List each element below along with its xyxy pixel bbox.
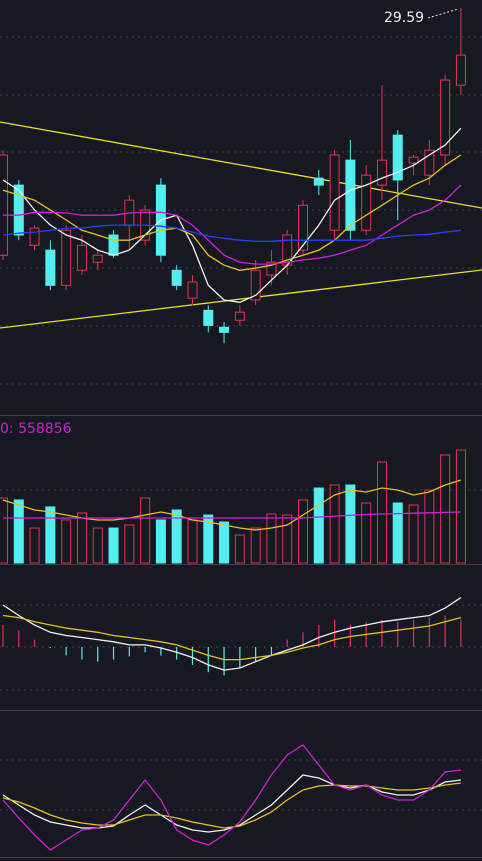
volume-bar: [298, 499, 309, 564]
candle-body: [298, 204, 309, 251]
volume-bar: [13, 499, 24, 564]
volume-bar: [219, 521, 230, 564]
indicator-line: [2, 744, 461, 851]
indicator-line: [2, 127, 462, 303]
indicator-line: [3, 184, 462, 265]
volume-bar: [29, 527, 40, 564]
volume-bar: [392, 502, 403, 564]
volume-bar: [313, 487, 324, 564]
volume-bar: [282, 514, 293, 564]
indicator-line: [3, 511, 461, 519]
volume-bar: [61, 519, 72, 564]
indicator-line: [2, 479, 462, 531]
candle-body: [313, 177, 324, 186]
volume-bar: [440, 454, 451, 564]
volume-label: 0: 558856: [0, 421, 72, 437]
volume-bar: [424, 489, 435, 564]
volume-bar: [171, 509, 182, 564]
indicator-line: [2, 224, 461, 242]
indicator-line: [2, 614, 462, 661]
candle-body: [203, 309, 214, 326]
candle-body: [345, 159, 356, 231]
candle-body: [171, 269, 182, 286]
candle-body: [408, 156, 419, 164]
candle-body: [234, 311, 245, 321]
volume-bar: [345, 484, 356, 564]
candle-body: [187, 281, 198, 299]
candle-body: [76, 244, 87, 271]
volume-bar: [76, 512, 87, 564]
high-annotation: 29.59: [384, 10, 424, 26]
indicator-line: [2, 774, 461, 833]
candle-body: [219, 326, 230, 333]
trend-line: [0, 269, 482, 329]
candle-body: [45, 249, 56, 286]
volume-bar: [45, 506, 56, 564]
candle-body: [61, 229, 72, 286]
candle-body: [440, 79, 451, 156]
candle-body: [266, 261, 277, 276]
annotation-arrow: [427, 8, 459, 19]
indicator-line: [2, 597, 462, 671]
candle-body: [250, 269, 261, 301]
candle-body: [361, 174, 372, 231]
candle-body: [329, 154, 340, 231]
volume-bar: [124, 524, 135, 564]
volume-bar: [187, 519, 198, 564]
volume-bar: [140, 497, 151, 564]
trend-line: [0, 121, 482, 209]
volume-bar: [250, 527, 261, 564]
candle-body: [455, 54, 466, 86]
candle-body: [376, 159, 387, 186]
indicator-line: [2, 154, 462, 271]
volume-bar: [234, 534, 245, 564]
volume-bar: [108, 527, 119, 564]
candle-body: [424, 149, 435, 176]
candle-body: [92, 254, 103, 263]
volume-bar: [361, 502, 372, 564]
volume-bar: [203, 514, 214, 564]
volume-bar: [408, 504, 419, 564]
candle-body: [0, 154, 8, 256]
volume-bar: [92, 527, 103, 564]
volume-bar: [266, 513, 277, 564]
candle-body: [29, 227, 40, 246]
indicator-line: [2, 782, 461, 829]
grid: [0, 36, 482, 858]
volume-bar: [329, 484, 340, 564]
volume-bar: [155, 519, 166, 564]
volume-bar: [0, 497, 8, 564]
candle-body: [392, 134, 403, 181]
candle-body: [13, 184, 24, 236]
candle-body: [108, 234, 119, 256]
volume-bar: [455, 449, 466, 564]
volume-bar: [376, 461, 387, 564]
